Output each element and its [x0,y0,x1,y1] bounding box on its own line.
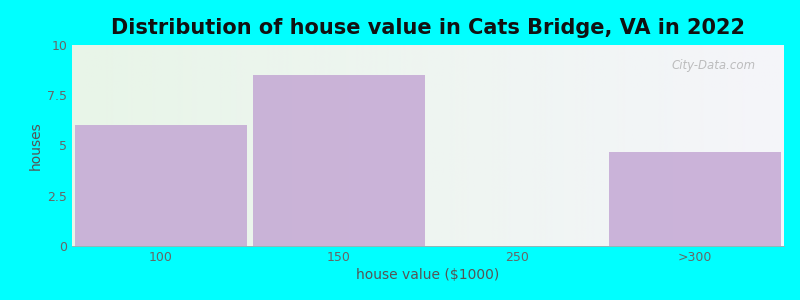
Bar [609,152,782,246]
X-axis label: house value ($1000): house value ($1000) [356,268,500,282]
Title: Distribution of house value in Cats Bridge, VA in 2022: Distribution of house value in Cats Brid… [111,18,745,38]
Bar [253,75,426,246]
Y-axis label: houses: houses [29,121,43,170]
Bar [253,75,426,246]
Bar [74,125,247,246]
Text: City-Data.com: City-Data.com [671,59,755,72]
Bar [74,125,247,246]
Bar [609,152,782,246]
